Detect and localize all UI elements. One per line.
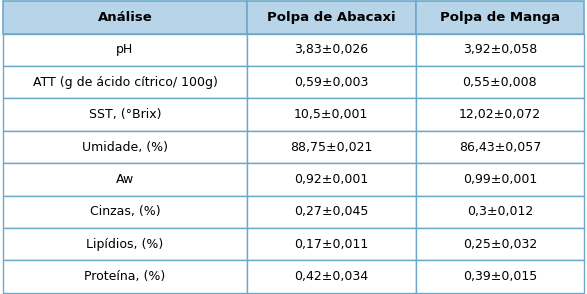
- Bar: [247, 131, 416, 163]
- Text: 0,27±0,045: 0,27±0,045: [294, 205, 369, 218]
- Bar: [416, 34, 584, 66]
- Text: 3,83±0,026: 3,83±0,026: [294, 44, 368, 56]
- Text: 0,25±0,032: 0,25±0,032: [463, 238, 537, 250]
- Text: 86,43±0,057: 86,43±0,057: [458, 141, 541, 153]
- Bar: [3, 1, 247, 34]
- Text: 0,42±0,034: 0,42±0,034: [294, 270, 368, 283]
- Text: Proteína, (%): Proteína, (%): [85, 270, 166, 283]
- Bar: [247, 196, 416, 228]
- Bar: [416, 260, 584, 293]
- Text: Polpa de Manga: Polpa de Manga: [440, 11, 560, 24]
- Bar: [247, 260, 416, 293]
- Bar: [416, 66, 584, 98]
- Text: Cinzas, (%): Cinzas, (%): [90, 205, 160, 218]
- Bar: [247, 1, 416, 34]
- Bar: [247, 163, 416, 196]
- Bar: [3, 98, 247, 131]
- Bar: [3, 228, 247, 260]
- Bar: [247, 34, 416, 66]
- Bar: [247, 98, 416, 131]
- Bar: [3, 196, 247, 228]
- Text: 0,59±0,003: 0,59±0,003: [294, 76, 369, 89]
- Text: 0,17±0,011: 0,17±0,011: [294, 238, 369, 250]
- Bar: [416, 228, 584, 260]
- Text: Polpa de Abacaxi: Polpa de Abacaxi: [267, 11, 396, 24]
- Bar: [247, 228, 416, 260]
- Bar: [416, 1, 584, 34]
- Bar: [3, 34, 247, 66]
- Text: 0,92±0,001: 0,92±0,001: [294, 173, 369, 186]
- Bar: [416, 163, 584, 196]
- Text: 0,39±0,015: 0,39±0,015: [463, 270, 537, 283]
- Text: SST, (°Brix): SST, (°Brix): [89, 108, 161, 121]
- Text: 0,3±0,012: 0,3±0,012: [467, 205, 533, 218]
- Bar: [3, 131, 247, 163]
- Text: Análise: Análise: [97, 11, 153, 24]
- Bar: [416, 131, 584, 163]
- Text: 10,5±0,001: 10,5±0,001: [294, 108, 369, 121]
- Text: 3,92±0,058: 3,92±0,058: [463, 44, 537, 56]
- Bar: [247, 66, 416, 98]
- Bar: [416, 98, 584, 131]
- Bar: [3, 163, 247, 196]
- Bar: [416, 196, 584, 228]
- Text: 0,99±0,001: 0,99±0,001: [463, 173, 537, 186]
- Bar: [3, 66, 247, 98]
- Text: 0,55±0,008: 0,55±0,008: [463, 76, 537, 89]
- Text: 88,75±0,021: 88,75±0,021: [290, 141, 373, 153]
- Text: ATT (g de ácido cítrico/ 100g): ATT (g de ácido cítrico/ 100g): [32, 76, 217, 89]
- Text: 12,02±0,072: 12,02±0,072: [458, 108, 541, 121]
- Text: Lipídios, (%): Lipídios, (%): [86, 238, 164, 250]
- Text: Aw: Aw: [116, 173, 134, 186]
- Bar: [3, 260, 247, 293]
- Text: pH: pH: [116, 44, 134, 56]
- Text: Umidade, (%): Umidade, (%): [82, 141, 168, 153]
